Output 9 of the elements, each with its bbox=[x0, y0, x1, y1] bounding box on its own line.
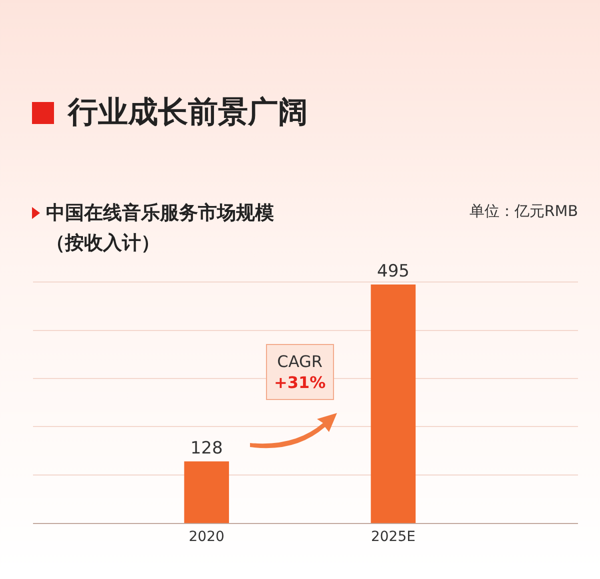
data-label: 495 bbox=[377, 262, 410, 282]
annotation: CAGR bbox=[277, 352, 323, 371]
x-tick-label: 2025E bbox=[370, 528, 416, 545]
chart-subtitle: 中国在线音乐服务市场规模（按收入计） bbox=[45, 201, 275, 256]
data-label: 128 bbox=[190, 438, 223, 458]
x-tick-label: 2020 bbox=[188, 528, 224, 545]
annotation: +31% bbox=[274, 372, 326, 392]
chart-title: 行业成长前景广阔 bbox=[68, 94, 308, 132]
text: 单位：亿元RMB bbox=[469, 202, 578, 221]
